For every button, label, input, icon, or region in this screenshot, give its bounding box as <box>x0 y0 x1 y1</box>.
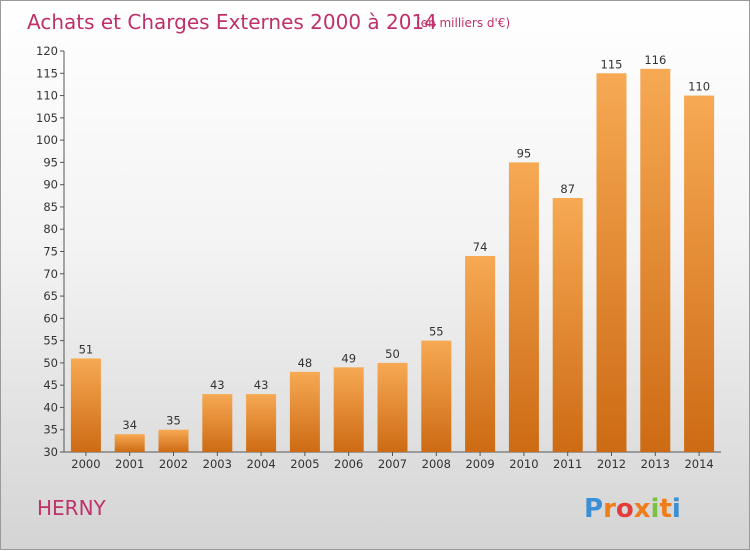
y-tick-label: 85 <box>43 200 58 214</box>
x-axis: 2000 2001 2002 2003 2004 2005 2006 2007 2008 2009… <box>64 451 721 471</box>
x-tick-label: 2013 <box>641 457 670 471</box>
bars-group: 51 34 35 43 43 48 49 50 55 74 95 87 115 116 110 <box>70 53 715 453</box>
bar <box>333 367 364 452</box>
bar-value-label: 116 <box>644 53 666 67</box>
y-tick-label: 110 <box>36 89 58 103</box>
bar <box>114 434 145 452</box>
bar-value-label: 48 <box>298 356 313 370</box>
x-tick-label: 2010 <box>509 457 538 471</box>
y-tick-label: 70 <box>43 267 58 281</box>
bar <box>289 371 320 452</box>
bar-value-label: 34 <box>122 418 137 432</box>
logo-text: Proxiti <box>584 494 681 524</box>
y-tick-label: 100 <box>36 133 58 147</box>
bar-value-label: 87 <box>560 182 575 196</box>
bar <box>684 95 715 453</box>
x-tick-label: 2003 <box>203 457 232 471</box>
bar <box>421 340 452 452</box>
bar-value-label: 74 <box>473 240 488 254</box>
chart-subtitle: (en milliers d'€) <box>416 16 510 30</box>
bar-value-label: 43 <box>254 378 269 392</box>
x-tick-label: 2006 <box>334 457 363 471</box>
bar <box>202 394 233 452</box>
bar-value-label: 110 <box>688 80 710 94</box>
y-tick-label: 30 <box>43 445 58 459</box>
bar <box>552 198 583 452</box>
x-tick-label: 2009 <box>465 457 494 471</box>
bar <box>596 73 627 453</box>
x-tick-label: 2004 <box>246 457 275 471</box>
bar-value-label: 49 <box>341 351 356 365</box>
proxiti-logo: Proxiti <box>584 494 681 524</box>
bar-value-label: 55 <box>429 325 444 339</box>
bar <box>158 429 189 452</box>
y-tick-label: 35 <box>43 423 58 437</box>
bar <box>465 255 496 452</box>
bar <box>70 358 101 452</box>
place-name: HERNY <box>37 496 107 520</box>
x-tick-label: 2011 <box>553 457 582 471</box>
bar-value-label: 43 <box>210 378 225 392</box>
x-tick-label: 2001 <box>115 457 144 471</box>
bar <box>246 394 277 452</box>
y-tick-label: 40 <box>43 400 58 414</box>
x-tick-label: 2000 <box>71 457 100 471</box>
bar-value-label: 115 <box>601 57 623 71</box>
y-tick-label: 55 <box>43 334 58 348</box>
y-axis: 30 35 40 45 50 55 60 65 70 75 80 85 90 95 100 105 110 115… <box>36 44 65 459</box>
y-tick-label: 45 <box>43 378 58 392</box>
x-tick-label: 2007 <box>378 457 407 471</box>
x-tick-label: 2014 <box>684 457 713 471</box>
y-tick-label: 95 <box>43 155 58 169</box>
x-tick-label: 2005 <box>290 457 319 471</box>
bar-value-label: 51 <box>79 342 94 356</box>
bar-value-label: 95 <box>517 146 532 160</box>
y-tick-label: 105 <box>36 111 58 125</box>
y-tick-label: 115 <box>36 66 58 80</box>
bar <box>640 68 671 453</box>
x-tick-label: 2012 <box>597 457 626 471</box>
x-tick-label: 2002 <box>159 457 188 471</box>
y-tick-label: 80 <box>43 222 58 236</box>
bar <box>508 162 539 452</box>
y-tick-label: 120 <box>36 44 58 58</box>
bar <box>377 362 408 452</box>
bar-value-label: 50 <box>385 347 400 361</box>
y-tick-label: 50 <box>43 356 58 370</box>
y-tick-label: 90 <box>43 178 58 192</box>
bar-value-label: 35 <box>166 414 181 428</box>
chart-title: Achats et Charges Externes 2000 à 2014 <box>27 10 437 34</box>
x-tick-label: 2008 <box>422 457 451 471</box>
y-tick-label: 65 <box>43 289 58 303</box>
y-tick-label: 60 <box>43 311 58 325</box>
y-tick-label: 75 <box>43 245 58 259</box>
